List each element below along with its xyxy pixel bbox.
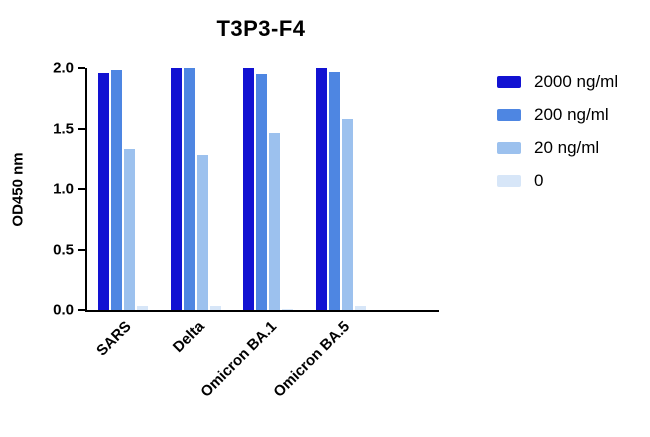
bars-container — [87, 68, 377, 310]
legend: 2000 ng/ml 200 ng/ml 20 ng/ml 0 — [497, 72, 618, 204]
y-tick-mark — [78, 309, 85, 311]
y-tick-label: 0.0 — [53, 301, 74, 319]
bar — [98, 72, 110, 310]
bar — [196, 155, 208, 310]
bar — [282, 308, 294, 310]
bar — [111, 70, 123, 310]
chart-title: T3P3-F4 — [216, 16, 306, 41]
legend-item: 200 ng/ml — [497, 105, 618, 124]
y-tick-label: 1.0 — [53, 180, 74, 198]
bar — [328, 71, 340, 310]
legend-label: 200 ng/ml — [534, 105, 609, 124]
bar — [124, 149, 136, 310]
bar — [341, 118, 353, 310]
bar-group — [315, 68, 366, 310]
y-tick-mark — [78, 248, 85, 251]
x-category-label: SARS — [93, 318, 136, 360]
bar — [269, 133, 281, 310]
legend-item: 0 — [497, 171, 618, 190]
x-category-label: Delta — [170, 318, 209, 356]
legend-swatch — [497, 174, 521, 187]
legend-item: 20 ng/ml — [497, 138, 618, 157]
legend-label: 20 ng/ml — [534, 138, 600, 157]
x-category-label: Omicron BA.1 — [197, 318, 281, 401]
legend-swatch — [497, 108, 521, 121]
bar — [256, 74, 268, 310]
y-axis-label-wrap: OD450 nm — [0, 68, 36, 310]
y-tick-label: 0.5 — [53, 241, 74, 258]
bar — [183, 68, 195, 310]
bar-group — [98, 68, 149, 310]
legend-swatch — [497, 75, 521, 88]
bar — [137, 306, 149, 310]
legend-label: 0 — [534, 171, 544, 190]
y-tick-label: 2.0 — [53, 59, 74, 77]
bar — [354, 306, 366, 310]
bar — [315, 68, 327, 310]
bar — [170, 68, 182, 310]
legend-swatch — [497, 141, 521, 154]
plot-area: SARS Delta Omicron BA.1 Omicron BA.5 0.0 0.5… — [53, 61, 439, 401]
x-category-label: Omicron BA.5 — [270, 318, 354, 401]
bar-group — [170, 68, 221, 310]
y-tick-mark — [78, 127, 85, 130]
y-tick-label: 1.5 — [53, 120, 74, 137]
bar-group — [243, 68, 294, 310]
legend-item: 2000 ng/ml — [497, 72, 618, 91]
y-tick-mark — [78, 67, 85, 69]
bar — [209, 306, 221, 310]
y-tick-mark — [78, 188, 85, 190]
legend-label: 2000 ng/ml — [534, 72, 619, 91]
y-axis-label: OD450 nm — [9, 151, 27, 227]
bar — [243, 68, 255, 310]
